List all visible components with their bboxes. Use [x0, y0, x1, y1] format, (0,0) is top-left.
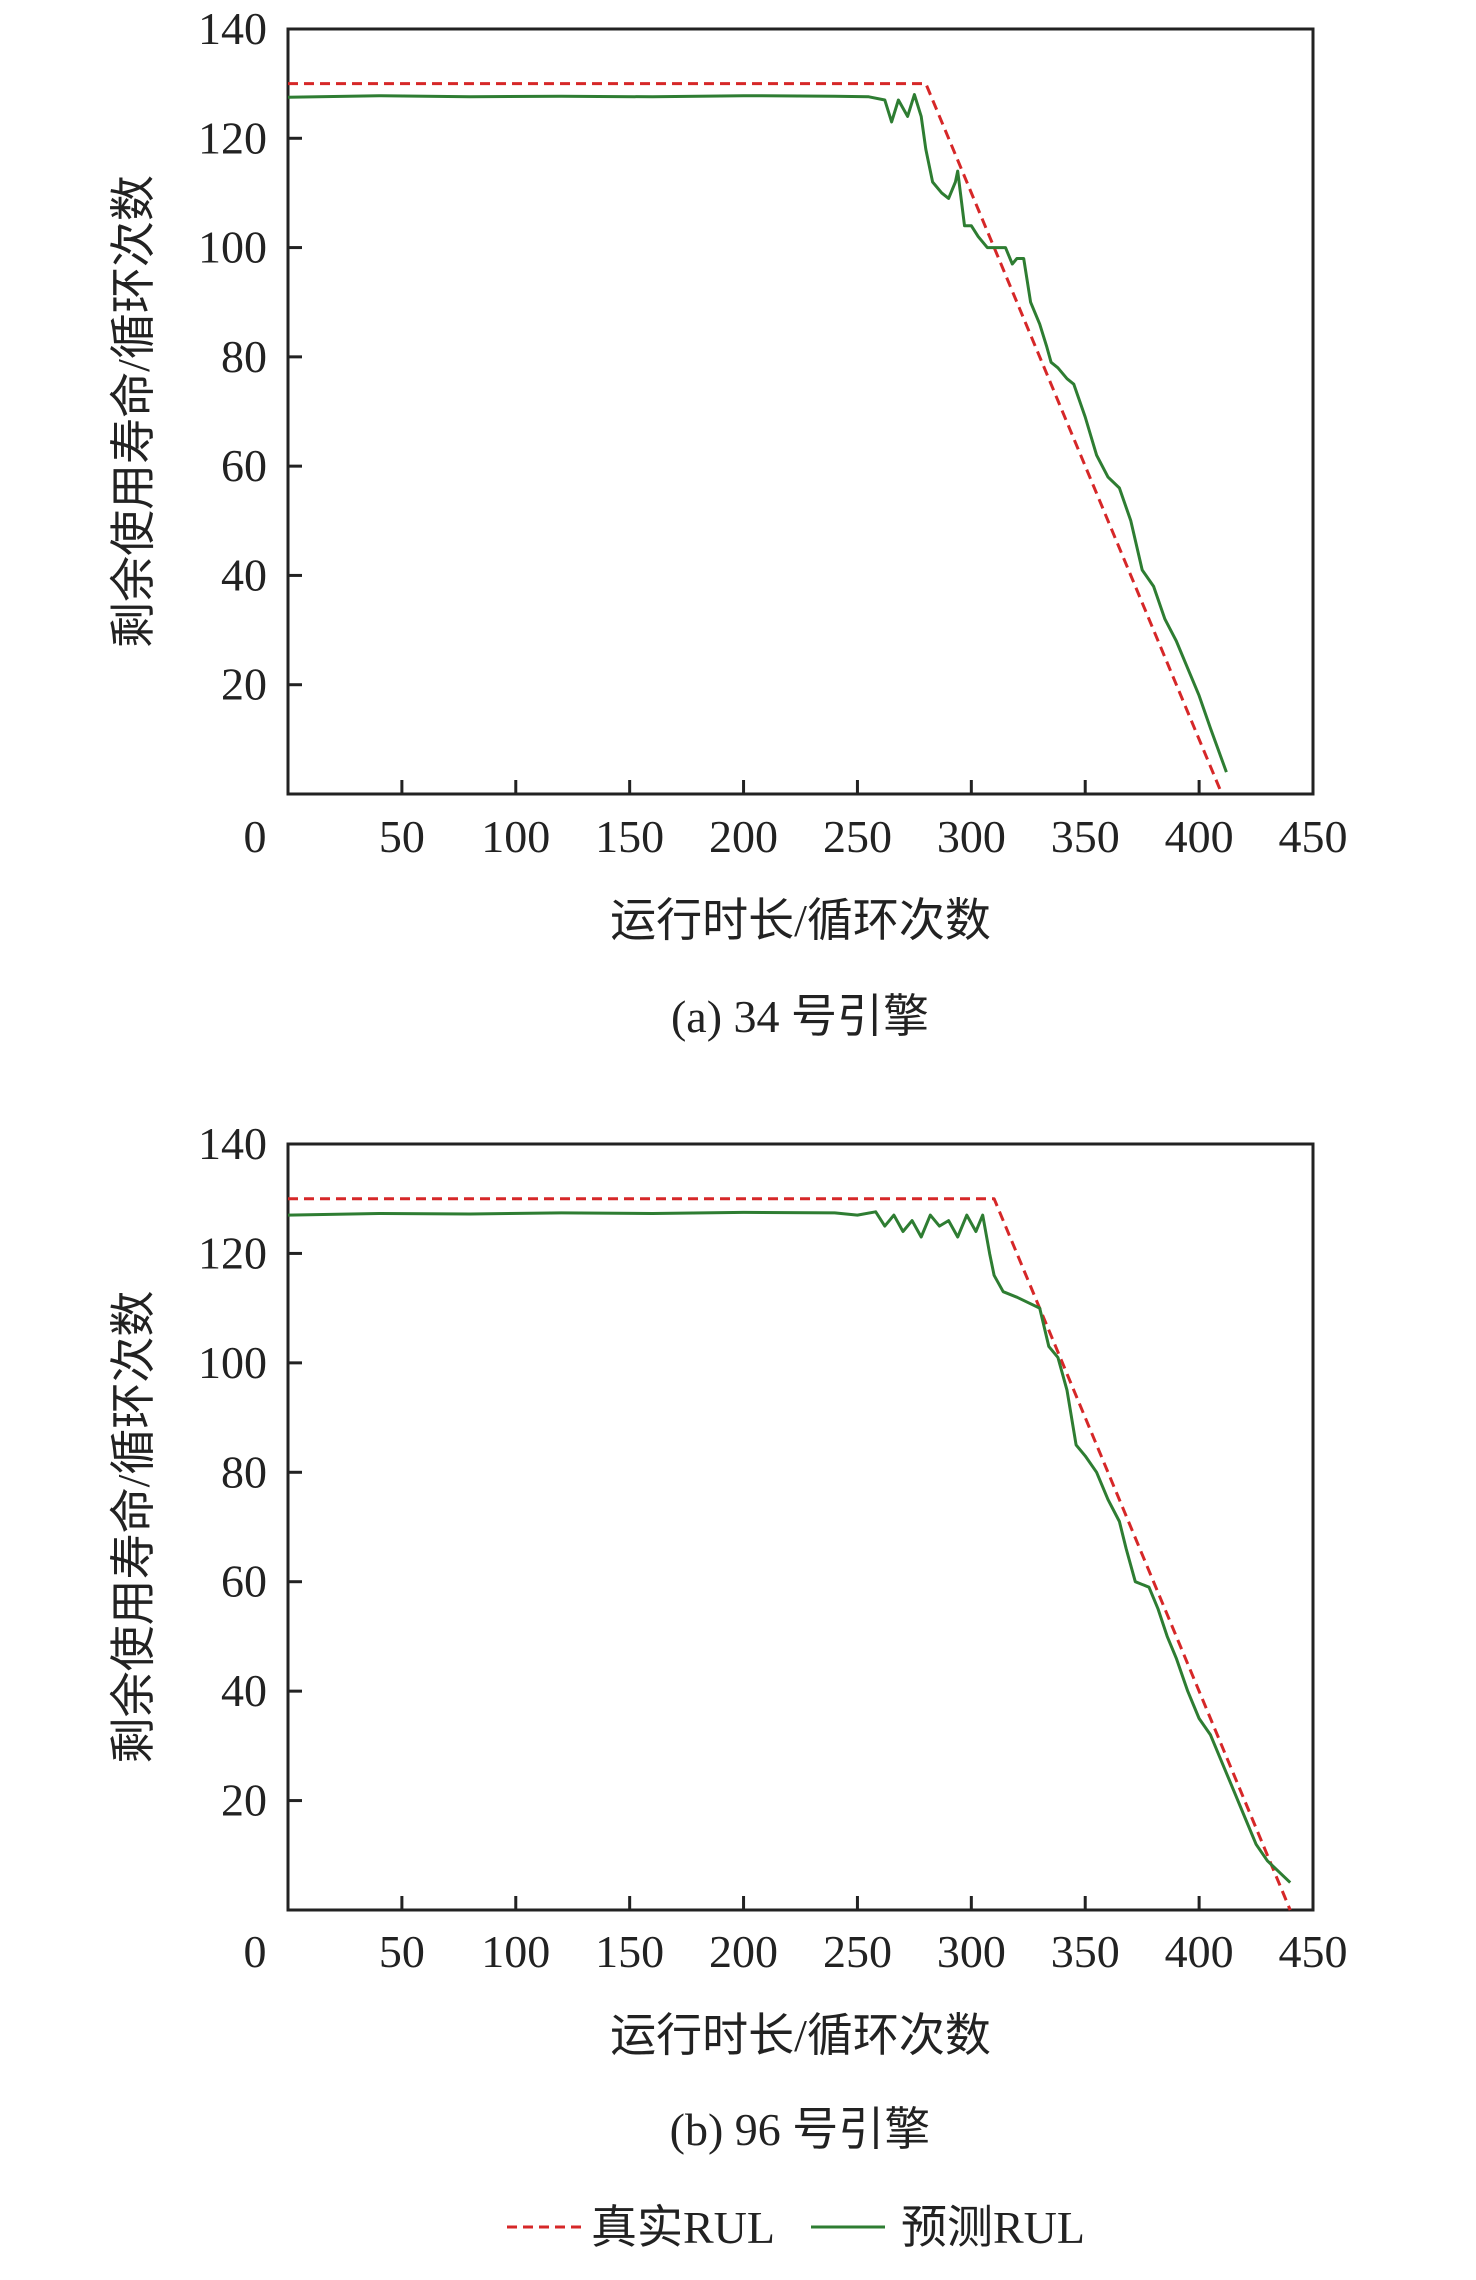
y-tick-label: 60: [221, 440, 267, 491]
x-tick-label: 450: [1279, 811, 1348, 862]
chart-caption: (b) 96 号引擎: [670, 2104, 931, 2155]
y-tick-label: 40: [221, 549, 267, 600]
x-tick-label: 450: [1279, 1926, 1348, 1977]
x-tick-label: 50: [379, 811, 425, 862]
x-tick-label: 400: [1165, 811, 1234, 862]
x-tick-label: 250: [823, 1926, 892, 1977]
chart-panel-a: 0 50 100 150 200 250 300 350 400 450 20 40 60 80 100 12…: [108, 3, 1348, 1042]
x-tick-label: 100: [481, 1926, 550, 1977]
x-tick-label: 200: [709, 1926, 778, 1977]
x-tick-label: 50: [379, 1926, 425, 1977]
y-tick-label: 80: [221, 331, 267, 382]
y-tick-label: 20: [221, 659, 267, 710]
series-true-rul-line: [288, 1197, 1292, 1911]
y-axis-label: 剩余使用寿命/循环次数: [108, 1291, 159, 1764]
x-tick-label: 100: [481, 811, 550, 862]
x-tick-label: 250: [823, 811, 892, 862]
chart-caption: (a) 34 号引擎: [671, 991, 929, 1042]
y-tick-label: 100: [198, 1337, 267, 1388]
x-tick-label: 350: [1051, 811, 1120, 862]
y-tick-label: 140: [198, 3, 267, 54]
x-tick-label: 150: [595, 811, 664, 862]
y-tick-label: 140: [198, 1118, 267, 1169]
legend-true-rul-label: 真实RUL: [591, 2202, 775, 2253]
x-tick-label: 350: [1051, 1926, 1120, 1977]
series-predicted-rul-line: [287, 93, 1228, 773]
y-tick-label: 120: [198, 1227, 267, 1278]
y-tick-label: 20: [221, 1775, 267, 1826]
x-tick-label: 300: [937, 811, 1006, 862]
y-tick-label: 100: [198, 222, 267, 273]
y-tick-label: 60: [221, 1556, 267, 1607]
y-tick-label: 40: [221, 1665, 267, 1716]
x-axis-label: 运行时长/循环次数: [610, 2010, 991, 2061]
x-tick-label: 200: [709, 811, 778, 862]
series-predicted-rul-line: [287, 1210, 1292, 1884]
x-tick-label: 0: [244, 811, 267, 862]
x-axis-label: 运行时长/循环次数: [610, 895, 991, 946]
legend-pred-rul-label: 预测RUL: [901, 2202, 1085, 2253]
y-tick-label: 80: [221, 1446, 267, 1497]
y-axis-label: 剩余使用寿命/循环次数: [108, 175, 159, 648]
y-tick-label: 120: [198, 112, 267, 163]
x-tick-label: 150: [595, 1926, 664, 1977]
series-true-rul-line: [288, 82, 1224, 795]
legend: 真实RUL 预测RUL: [507, 2202, 1085, 2253]
x-tick-label: 400: [1165, 1926, 1234, 1977]
plot-frame: [286, 27, 1315, 796]
x-tick-label: 300: [937, 1926, 1006, 1977]
plot-frame: [286, 1142, 1315, 1912]
x-tick-label: 0: [244, 1926, 267, 1977]
chart-panel-b: 0 50 100 150 200 250 300 350 400 450 20 40 60 80 100 12…: [108, 1118, 1348, 2155]
